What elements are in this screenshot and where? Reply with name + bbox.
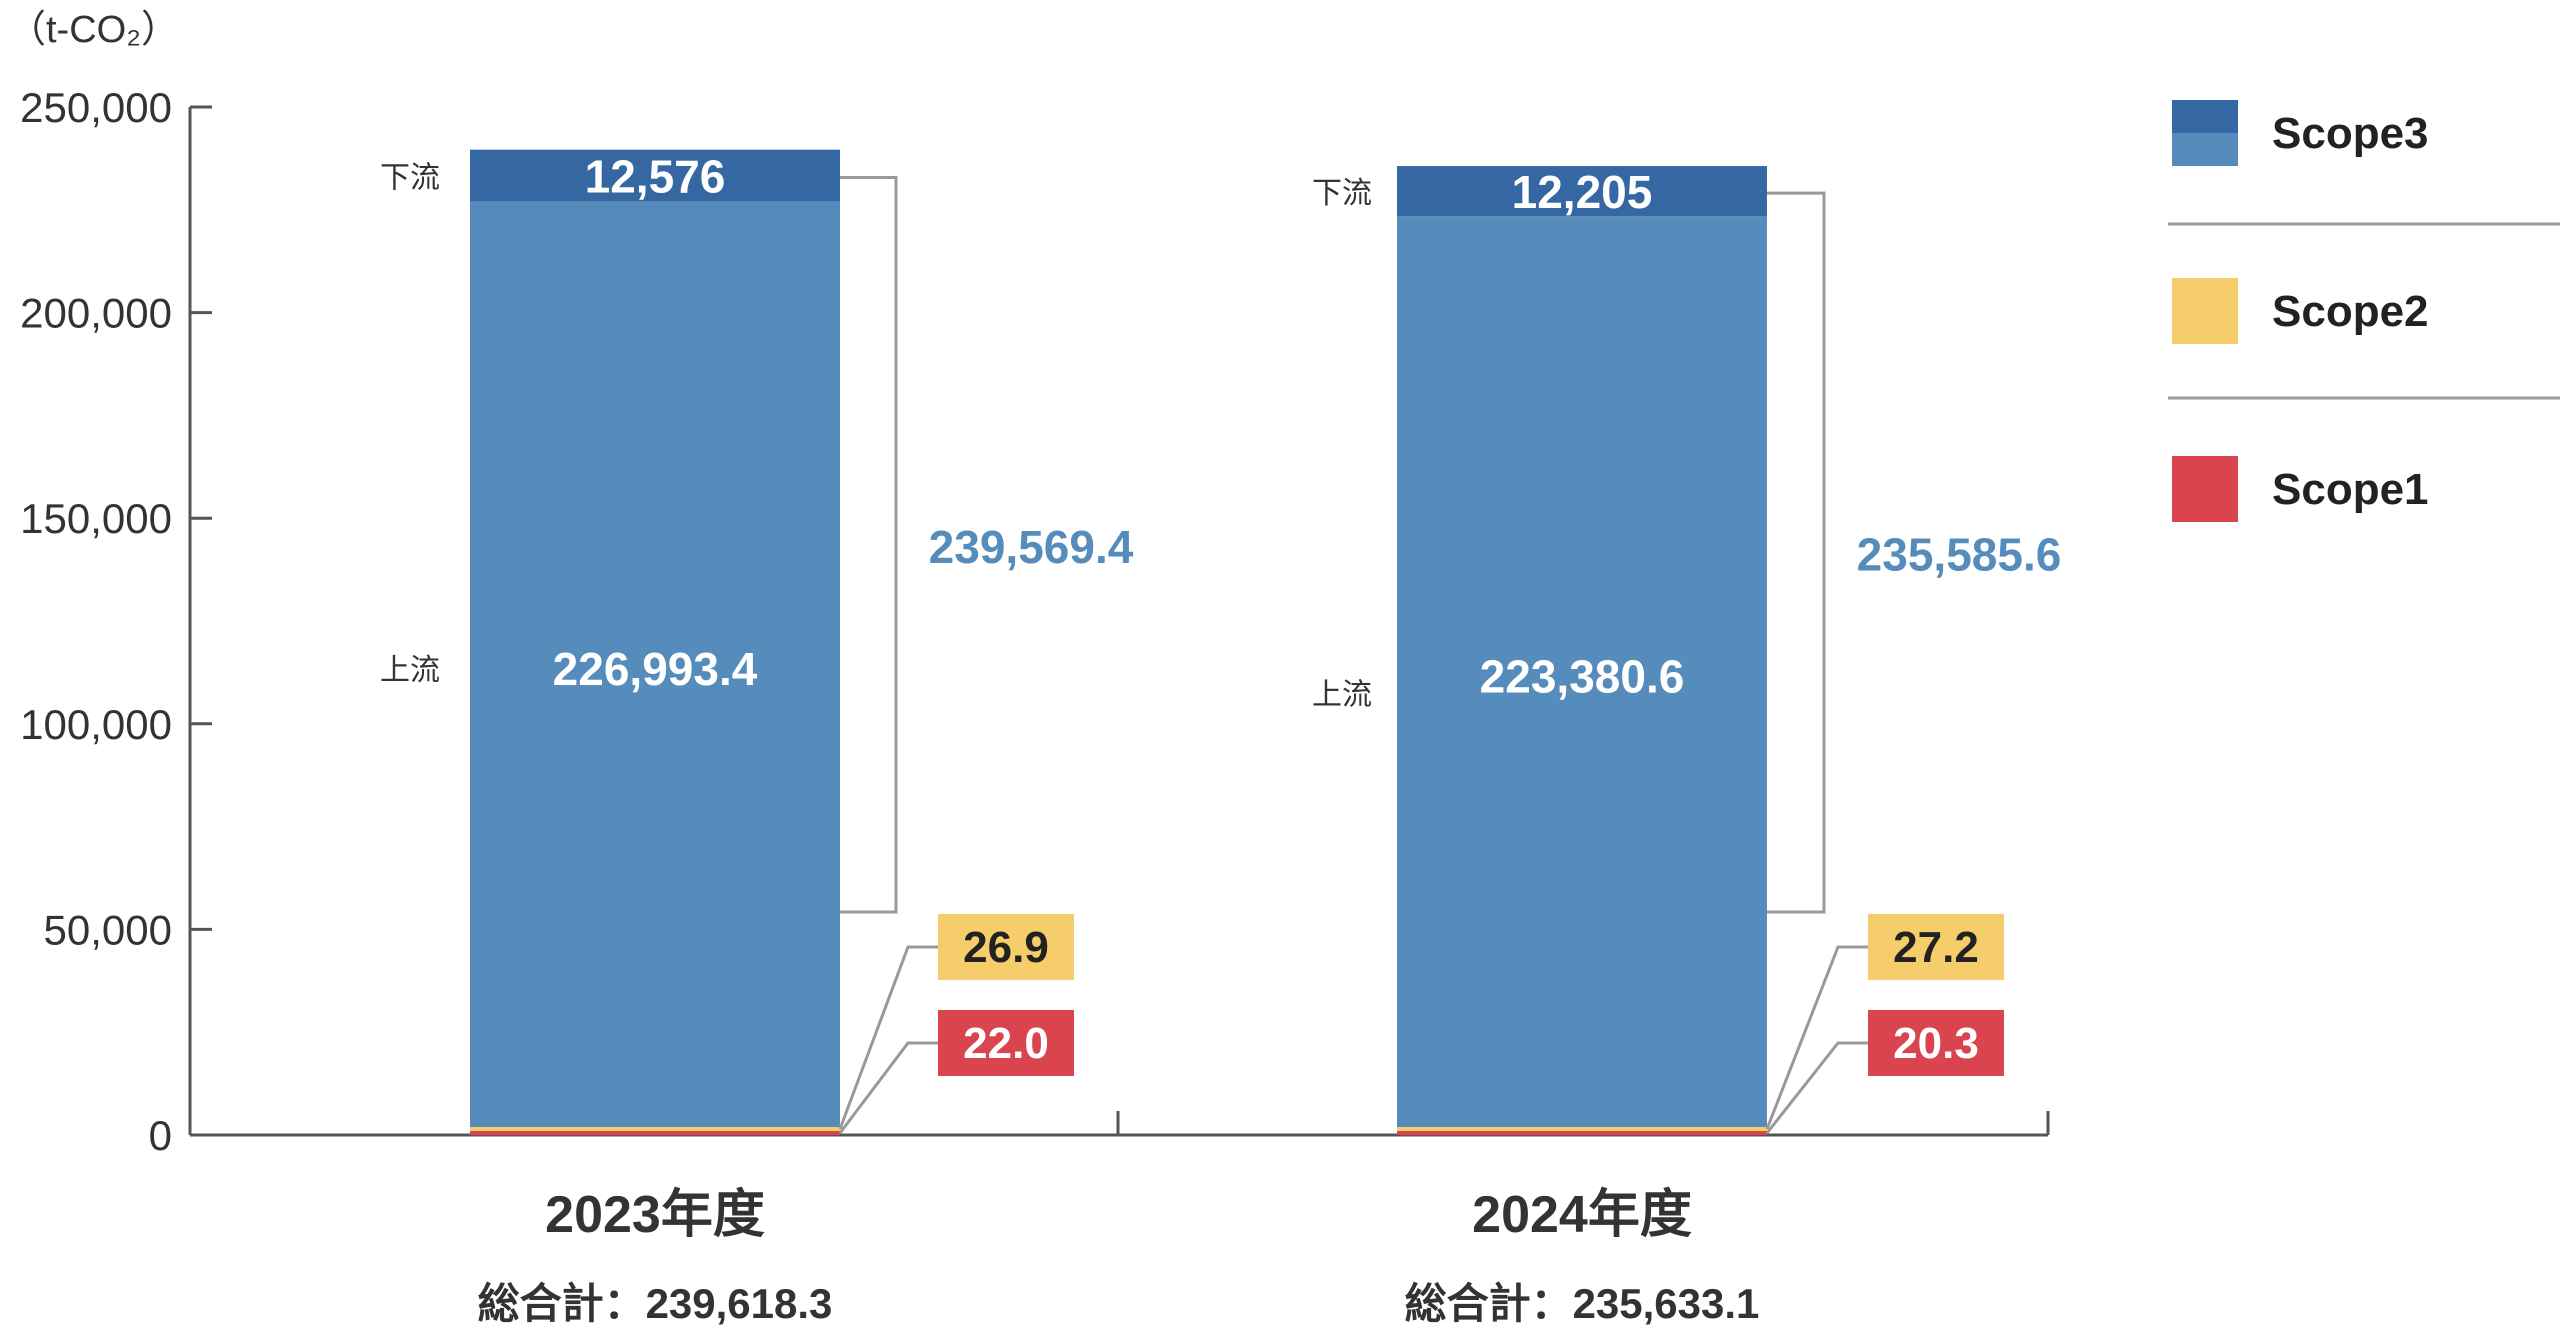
scope1-leader-line xyxy=(1765,1041,1868,1134)
legend-swatch-scope3-downstream xyxy=(2172,100,2238,133)
scope2-leader-line xyxy=(1765,945,1868,1130)
downstream-side-label: 下流 xyxy=(380,162,440,195)
downstream-value-label: 12,205 xyxy=(1512,166,1653,218)
scope2-value-box xyxy=(938,914,1074,980)
y-tick-label: 250,000 xyxy=(20,84,172,131)
scope2-value-label: 27.2 xyxy=(1893,923,1979,972)
scope2-value-box xyxy=(1868,914,2004,980)
upstream-value-label: 223,380.6 xyxy=(1480,651,1685,703)
scope3-bracket xyxy=(1767,191,1826,914)
bar-scope2 xyxy=(1397,1127,1767,1131)
total-label: 総合計：239,618.3 xyxy=(478,1280,833,1327)
scope1-value-label: 22.0 xyxy=(963,1019,1049,1068)
downstream-value-label: 12,576 xyxy=(585,151,726,203)
scope2-value-label: 26.9 xyxy=(963,923,1049,972)
bar-scope3-downstream xyxy=(470,149,840,202)
legend-label: Scope2 xyxy=(2272,287,2429,336)
scope2-leader-line xyxy=(838,945,938,1130)
legend-label: Scope1 xyxy=(2272,465,2429,514)
scope3-total-label: 235,585.6 xyxy=(1857,529,2062,581)
bar-scope3-downstream xyxy=(1397,166,1767,217)
bar-scope1 xyxy=(470,1131,840,1135)
legend-label: Scope3 xyxy=(2272,109,2429,158)
scope1-value-box xyxy=(938,1010,1074,1076)
legend-swatch-scope2 xyxy=(2172,278,2238,344)
bar-scope3-upstream xyxy=(1397,216,1767,1127)
legend-swatch-scope1 xyxy=(2172,456,2238,522)
legend-swatch-scope3-upstream xyxy=(2172,133,2238,166)
bar-scope1 xyxy=(1397,1131,1767,1135)
category-label: 2024年度 xyxy=(1472,1186,1692,1244)
scope1-value-label: 20.3 xyxy=(1893,1019,1979,1068)
y-tick-label: 150,000 xyxy=(20,495,172,542)
upstream-side-label: 上流 xyxy=(380,654,440,687)
scope3-bracket xyxy=(840,176,898,914)
category-label: 2023年度 xyxy=(545,1186,765,1244)
total-label: 総合計：235,633.1 xyxy=(1405,1280,1760,1327)
scope1-value-box xyxy=(1868,1010,2004,1076)
bar-scope2 xyxy=(470,1127,840,1131)
y-tick-label: 50,000 xyxy=(44,906,172,953)
scope1-leader-line xyxy=(838,1041,938,1134)
y-tick-label: 0 xyxy=(149,1112,172,1159)
y-tick-label: 100,000 xyxy=(20,701,172,748)
y-tick-label: 200,000 xyxy=(20,290,172,337)
scope3-total-label: 239,569.4 xyxy=(929,521,1134,573)
bar-scope3-upstream xyxy=(470,201,840,1127)
upstream-side-label: 上流 xyxy=(1312,679,1372,712)
upstream-value-label: 226,993.4 xyxy=(553,643,758,695)
unit-label: （t-CO₂） xyxy=(8,9,179,51)
downstream-side-label: 下流 xyxy=(1312,177,1372,210)
